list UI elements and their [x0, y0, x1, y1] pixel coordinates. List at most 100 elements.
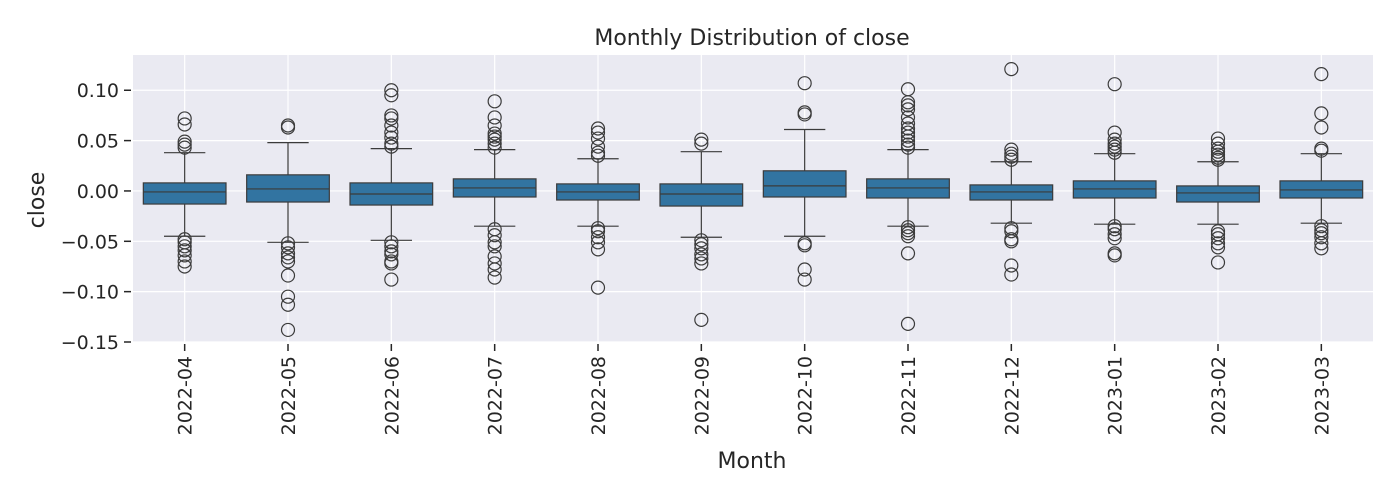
outlier-point [590, 145, 606, 160]
outlier-point [590, 139, 606, 154]
outlier-point [487, 126, 502, 141]
outlier-point [900, 133, 916, 148]
outlier-point [797, 238, 812, 253]
outlier-point [900, 246, 916, 261]
outlier-point [280, 322, 296, 338]
x-axis: 2022-04 2022-05 2022-06 2022-07 2022-08 2022-… [175, 344, 1333, 435]
outlier-point [280, 297, 296, 312]
outlier-point [177, 111, 192, 126]
outlier-point [1107, 227, 1122, 242]
outlier-point [1314, 67, 1329, 82]
outlier-point [1314, 230, 1329, 245]
outlier-point [900, 129, 916, 144]
outlier-point [280, 120, 296, 135]
y-tick-label: 0.10 [77, 80, 119, 102]
outlier-point [900, 137, 916, 152]
outlier-point [384, 247, 399, 262]
iqr-box [659, 183, 744, 207]
outlier-point [384, 136, 399, 151]
outlier-point [487, 256, 502, 271]
outlier-point [280, 268, 296, 283]
outlier-point [177, 134, 192, 149]
outlier-point [900, 110, 916, 125]
outlier-point [487, 129, 502, 144]
x-tick-label: 2022-06 [381, 356, 403, 435]
box-2022-09 [659, 132, 744, 327]
outlier-point [900, 98, 916, 113]
outlier-point [1210, 231, 1226, 246]
x-tick-label: 2022-11 [898, 356, 920, 435]
x-tick-label: 2023-01 [1105, 356, 1127, 435]
box-2022-10 [762, 76, 847, 287]
outlier-point [1004, 152, 1019, 167]
outlier-point [797, 272, 812, 287]
outlier-point [280, 250, 296, 265]
outlier-point [900, 316, 916, 331]
outlier-point [694, 136, 709, 151]
outlier-point [177, 140, 192, 155]
outlier-point [384, 239, 399, 254]
x-tick-label: 2022-09 [691, 356, 713, 435]
outlier-point [487, 235, 502, 250]
outlier-point [177, 259, 192, 274]
outlier-point [1107, 231, 1122, 246]
outlier-point [1210, 240, 1226, 255]
outlier-point [487, 140, 502, 155]
outlier-point [177, 117, 192, 132]
outlier-point [797, 262, 812, 277]
x-tick-label: 2022-12 [1001, 356, 1023, 435]
x-tick-label: 2023-02 [1208, 356, 1230, 435]
outlier-point [694, 247, 709, 262]
y-axis: 0.10 0.05 0.00 −0.05 −0.10 −0.15 [61, 80, 131, 354]
outlier-point [487, 270, 502, 285]
outlier-point [280, 246, 296, 261]
iqr-box [762, 170, 847, 198]
outlier-point [1107, 248, 1122, 263]
outlier-point [900, 226, 916, 241]
outlier-point [1210, 141, 1226, 156]
y-tick-label: 0.05 [77, 131, 119, 153]
outlier-point [590, 125, 606, 140]
outlier-point [177, 137, 192, 152]
outlier-point [900, 229, 916, 244]
chart-title: Monthly Distribution of close [594, 26, 909, 51]
y-axis-label: close [25, 172, 50, 229]
x-tick-label: 2022-04 [175, 356, 197, 435]
outlier-point [1210, 147, 1226, 162]
outlier-point [590, 148, 606, 163]
outlier-point [384, 88, 399, 103]
outlier-point [694, 251, 709, 266]
outlier-point [590, 221, 606, 236]
outlier-point [384, 235, 399, 250]
plot-area [133, 55, 1373, 342]
outlier-point [590, 224, 606, 239]
outlier-point [280, 240, 296, 255]
outlier-point [1107, 77, 1122, 92]
outlier-point [1107, 139, 1122, 154]
iqr-box [1176, 185, 1260, 203]
outlier-point [900, 220, 916, 235]
x-axis-label: Month [718, 449, 787, 474]
outlier-point [1210, 255, 1226, 270]
outlier-point [280, 236, 296, 251]
outlier-point [384, 108, 399, 123]
outlier-point [797, 107, 812, 122]
outlier-point [694, 256, 709, 271]
x-tick-label: 2022-08 [588, 356, 610, 435]
x-tick-label: 2022-10 [795, 356, 817, 435]
outlier-point [1004, 234, 1019, 249]
outlier-point [1314, 106, 1329, 121]
x-tick-label: 2023-03 [1311, 356, 1333, 435]
outlier-point [590, 280, 606, 295]
outlier-point [1004, 61, 1019, 77]
outlier-point [900, 121, 916, 136]
iqr-box [142, 182, 227, 205]
outlier-point [1314, 241, 1329, 256]
outlier-point [280, 289, 296, 304]
x-tick-label: 2022-05 [278, 356, 300, 435]
outlier-point [900, 223, 916, 238]
outlier-point [1107, 219, 1122, 234]
outlier-point [384, 111, 399, 126]
outlier-point [177, 243, 192, 258]
